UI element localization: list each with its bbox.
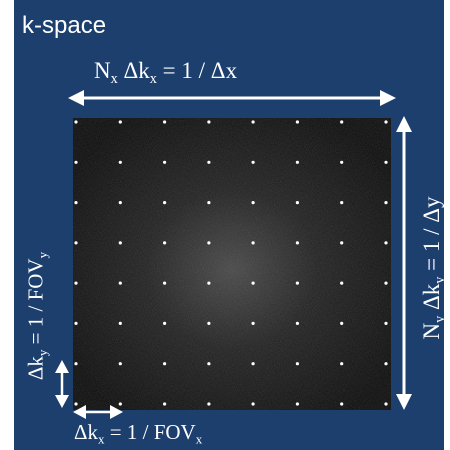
sample-dot (295, 281, 299, 285)
sample-dot (384, 281, 388, 285)
sample-dot (163, 362, 167, 366)
sample-dot (163, 201, 167, 205)
sample-dot (74, 321, 78, 325)
sample-dot (384, 362, 388, 366)
sample-dot (207, 362, 211, 366)
sample-dot (340, 241, 344, 245)
sample-dot (74, 362, 78, 366)
sample-dot (295, 120, 299, 124)
sample-dot (118, 281, 122, 285)
sample-dot (207, 241, 211, 245)
sample-dot (295, 160, 299, 164)
sample-dot (384, 402, 388, 406)
sample-dot (74, 402, 78, 406)
sample-dot (295, 201, 299, 205)
sample-dot (207, 402, 211, 406)
sample-dot (384, 241, 388, 245)
delta-ky-equation: Δky = 1 / FOVy (23, 251, 51, 381)
sample-grid (74, 120, 388, 406)
sample-dot (118, 321, 122, 325)
sample-dot (251, 160, 255, 164)
sample-dot (74, 120, 78, 124)
sample-dot (251, 321, 255, 325)
sample-dot (118, 402, 122, 406)
sample-dot (340, 402, 344, 406)
sample-dot (384, 201, 388, 205)
sample-dot (74, 281, 78, 285)
sample-dot (163, 402, 167, 406)
height-arrow (396, 116, 412, 410)
sample-dot (163, 281, 167, 285)
sample-dot (340, 201, 344, 205)
sample-dot (207, 160, 211, 164)
sample-dot (384, 321, 388, 325)
sample-dot (118, 362, 122, 366)
sample-dot (340, 160, 344, 164)
delta-kx-arrow (73, 405, 123, 419)
sample-dot (251, 241, 255, 245)
sample-dot (340, 120, 344, 124)
sample-dot (295, 321, 299, 325)
figure-title: k-space (22, 12, 107, 39)
sample-dot (163, 160, 167, 164)
delta-kx-equation: Δkx = 1 / FOVx (74, 420, 203, 447)
sample-dot (163, 241, 167, 245)
sample-dot (295, 241, 299, 245)
kspace-noise (73, 118, 391, 410)
sample-dot (118, 160, 122, 164)
sample-dot (384, 160, 388, 164)
width-equation: Nx Δkx = 1 / Δx (94, 58, 238, 87)
sample-dot (118, 241, 122, 245)
sample-dot (118, 201, 122, 205)
sample-dot (251, 281, 255, 285)
sample-dot (163, 321, 167, 325)
sample-dot (384, 120, 388, 124)
sample-dot (251, 402, 255, 406)
sample-dot (74, 201, 78, 205)
sample-dot (340, 362, 344, 366)
sample-dot (251, 362, 255, 366)
sample-dot (295, 362, 299, 366)
sample-dot (74, 241, 78, 245)
sample-dot (340, 281, 344, 285)
sample-dot (74, 160, 78, 164)
sample-dot (207, 120, 211, 124)
height-equation: Ny Δky = 1 / Δy (419, 196, 448, 340)
sample-dot (295, 402, 299, 406)
sample-dot (118, 120, 122, 124)
sample-dot (207, 201, 211, 205)
width-arrow (68, 90, 396, 106)
sample-dot (251, 120, 255, 124)
sample-dot (340, 321, 344, 325)
sample-dot (251, 201, 255, 205)
sample-dot (163, 120, 167, 124)
sample-dot (207, 281, 211, 285)
delta-ky-arrow (55, 360, 69, 408)
sample-dot (207, 321, 211, 325)
